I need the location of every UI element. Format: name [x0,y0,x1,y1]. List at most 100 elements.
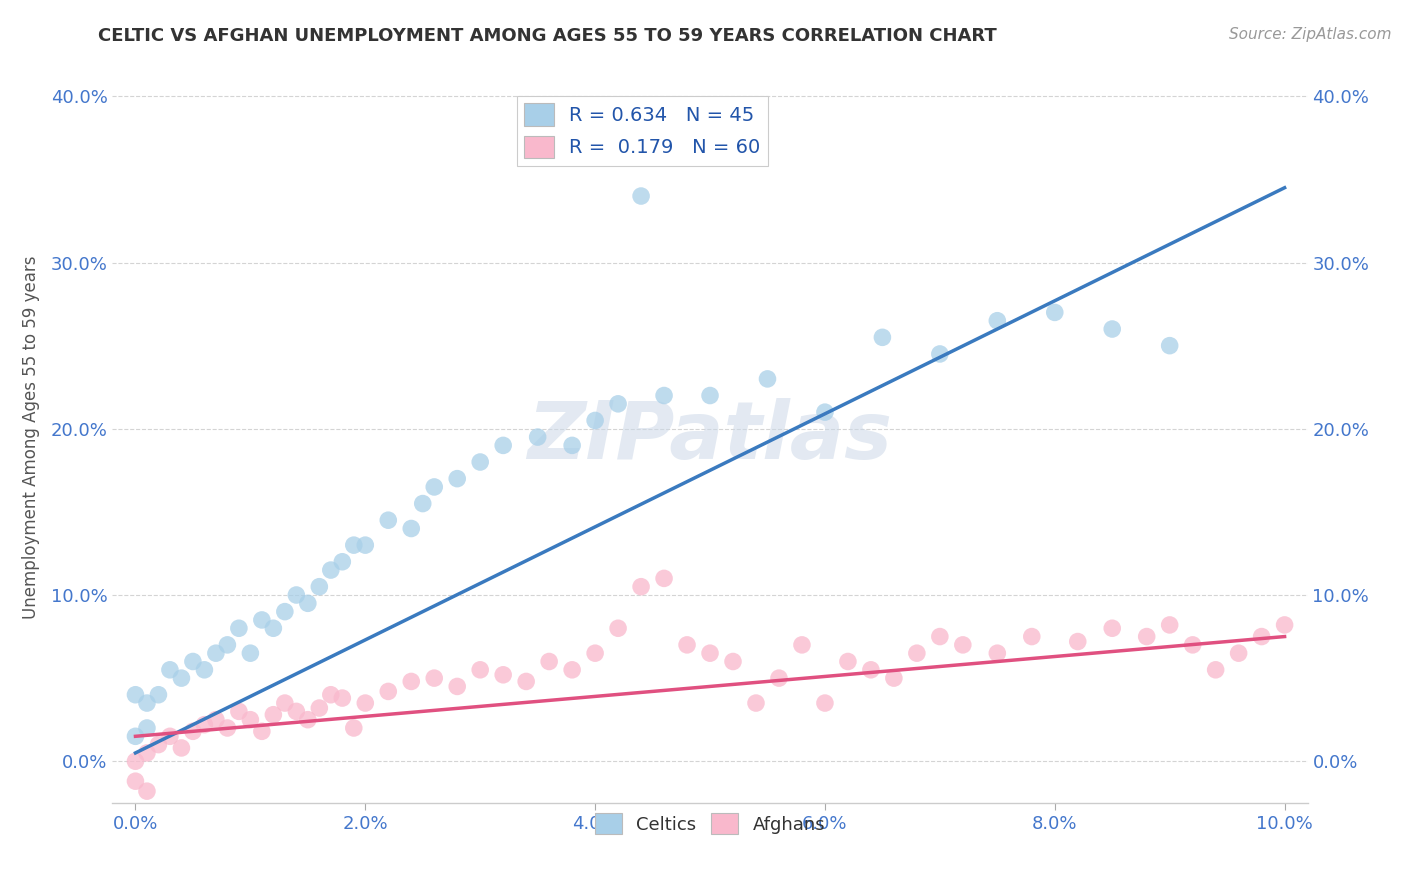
Point [768,671,790,685]
Point [859,663,882,677]
Point [952,638,974,652]
Point [262,707,284,722]
Point [652,571,675,585]
Point [205,713,228,727]
Point [250,613,273,627]
Point [872,330,894,344]
Point [297,713,319,727]
Point [354,538,377,552]
Point [699,646,721,660]
Point [412,497,434,511]
Point [814,696,837,710]
Point [285,705,308,719]
Point [561,663,583,677]
Point [124,729,146,743]
Point [928,347,950,361]
Point [607,397,630,411]
Point [193,717,215,731]
Point [124,774,146,789]
Point [181,655,204,669]
Point [814,405,837,419]
Point [583,413,606,427]
Point [492,667,515,681]
Point [205,646,228,660]
Legend: Celtics, Afghans: Celtics, Afghans [588,806,832,841]
Point [745,696,768,710]
Point [262,621,284,635]
Point [1159,618,1181,632]
Point [1021,630,1043,644]
Point [193,663,215,677]
Point [136,696,159,710]
Point [1101,621,1123,635]
Point [1101,322,1123,336]
Point [319,563,342,577]
Y-axis label: Unemployment Among Ages 55 to 59 years: Unemployment Among Ages 55 to 59 years [21,255,39,619]
Point [607,621,630,635]
Point [526,430,548,444]
Point [583,646,606,660]
Point [1227,646,1250,660]
Point [1274,618,1296,632]
Point [285,588,308,602]
Point [136,746,159,760]
Point [297,596,319,610]
Point [676,638,699,652]
Point [377,684,399,698]
Point [986,314,1008,328]
Point [274,605,297,619]
Point [1067,634,1090,648]
Point [401,521,423,535]
Point [159,663,181,677]
Text: ZIPatlas: ZIPatlas [527,398,893,476]
Point [1043,305,1066,319]
Point [354,696,377,710]
Point [274,696,297,710]
Point [905,646,928,660]
Point [377,513,399,527]
Point [756,372,779,386]
Point [1250,630,1272,644]
Point [228,705,250,719]
Point [159,729,181,743]
Point [837,655,859,669]
Point [721,655,744,669]
Point [630,189,652,203]
Point [561,438,583,452]
Point [170,740,193,755]
Point [515,674,537,689]
Point [1159,338,1181,352]
Point [492,438,515,452]
Point [423,671,446,685]
Point [239,713,262,727]
Point [1136,630,1159,644]
Point [148,688,170,702]
Point [343,721,366,735]
Point [239,646,262,660]
Point [308,701,330,715]
Point [124,754,146,768]
Point [699,388,721,402]
Point [228,621,250,635]
Point [538,655,561,669]
Point [446,472,468,486]
Point [330,691,353,706]
Point [181,724,204,739]
Point [330,555,353,569]
Point [986,646,1008,660]
Point [470,663,492,677]
Point [250,724,273,739]
Point [652,388,675,402]
Point [790,638,813,652]
Point [343,538,366,552]
Point [308,580,330,594]
Point [446,680,468,694]
Point [423,480,446,494]
Point [136,784,159,798]
Text: CELTIC VS AFGHAN UNEMPLOYMENT AMONG AGES 55 TO 59 YEARS CORRELATION CHART: CELTIC VS AFGHAN UNEMPLOYMENT AMONG AGES… [98,27,997,45]
Point [217,638,239,652]
Point [148,738,170,752]
Point [470,455,492,469]
Point [630,580,652,594]
Point [928,630,950,644]
